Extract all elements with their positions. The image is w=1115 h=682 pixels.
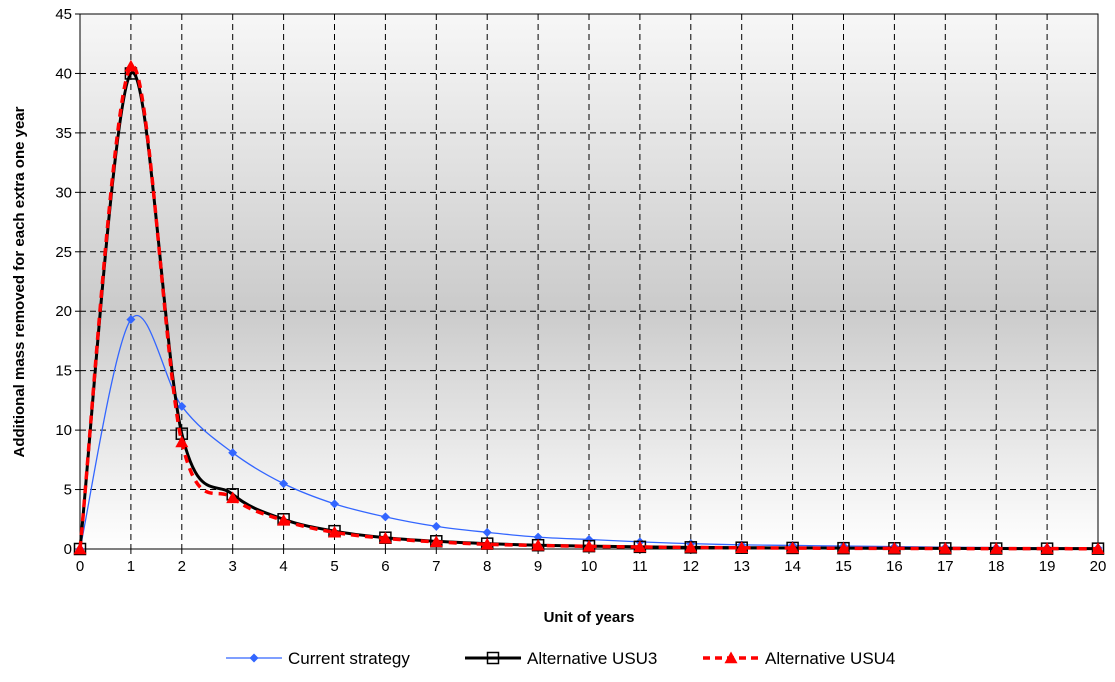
x-tick-label: 0 (76, 558, 84, 575)
y-tick-label: 45 (55, 6, 72, 23)
x-tick-label: 4 (279, 558, 287, 575)
y-tick-label: 20 (55, 303, 72, 320)
x-tick-label: 9 (534, 558, 542, 575)
legend-item: Alternative USU3 (465, 649, 657, 668)
x-tick-label: 2 (178, 558, 186, 575)
legend-label: Alternative USU3 (527, 649, 657, 668)
data-point (378, 531, 392, 544)
y-tick-label: 0 (64, 541, 72, 558)
y-tick-label: 30 (55, 184, 72, 201)
x-tick-label: 20 (1090, 558, 1107, 575)
data-point (531, 538, 545, 551)
data-point (431, 521, 441, 531)
data-point (175, 435, 189, 448)
data-point (938, 542, 952, 554)
data-point (279, 479, 289, 489)
x-tick-label: 8 (483, 558, 491, 575)
data-point (330, 499, 339, 509)
data-point (684, 540, 698, 553)
series-line (78, 64, 1099, 551)
data-point (126, 315, 136, 325)
legend-marker (249, 653, 259, 663)
x-tick-label: 7 (432, 558, 440, 575)
data-point (633, 540, 647, 553)
gridlines (80, 14, 1098, 549)
x-tick-label: 19 (1039, 558, 1056, 575)
y-tick-label: 40 (55, 65, 72, 82)
legend-label: Current strategy (288, 649, 410, 668)
legend-item: Current strategy (226, 649, 410, 668)
x-tick-label: 3 (229, 558, 237, 575)
data-point (277, 513, 291, 526)
data-point (380, 512, 390, 522)
x-tick-label: 17 (937, 558, 954, 575)
x-tick-label: 11 (632, 558, 648, 575)
data-point (429, 535, 443, 548)
data-point (482, 527, 492, 537)
x-tick-label: 15 (835, 558, 852, 575)
y-tick-label: 5 (64, 482, 72, 499)
y-tick-label: 25 (55, 244, 72, 261)
y-tick-label: 35 (55, 125, 72, 142)
data-point (480, 537, 494, 550)
data-point (887, 541, 901, 554)
x-tick-label: 10 (581, 558, 598, 575)
data-point (228, 448, 238, 458)
legend-marker (486, 651, 500, 665)
data-point (735, 541, 749, 554)
legend-label: Alternative USU4 (765, 649, 895, 668)
series-layer (73, 59, 1105, 556)
x-tick-label: 13 (733, 558, 750, 575)
data-point (584, 534, 594, 544)
x-tick-label: 1 (127, 558, 135, 575)
data-point (786, 541, 800, 554)
y-axis-title: Additional mass removed for each extra o… (11, 106, 28, 457)
data-point (226, 491, 240, 504)
x-axis-title: Unit of years (544, 609, 635, 626)
legend-marker (724, 651, 738, 664)
x-tick-label: 12 (682, 558, 699, 575)
y-tick-label: 10 (55, 422, 72, 439)
x-tick-label: 18 (988, 558, 1005, 575)
data-point (73, 542, 87, 555)
x-tick-label: 14 (784, 558, 801, 575)
series-2 (73, 59, 1105, 555)
legend-item: Alternative USU4 (703, 649, 895, 668)
legend: Current strategy Alternative USU3 Alternat… (226, 649, 895, 668)
data-point (582, 539, 596, 552)
y-tick-label: 15 (55, 363, 72, 380)
x-tick-label: 6 (381, 558, 389, 575)
data-point (989, 542, 1003, 554)
data-point (837, 541, 850, 554)
x-tick-label: 5 (330, 558, 338, 575)
data-point (328, 525, 341, 538)
data-point (177, 401, 187, 411)
x-tick-label: 16 (886, 558, 903, 575)
data-point (1091, 542, 1105, 554)
data-point (1040, 542, 1054, 554)
data-point (124, 59, 138, 72)
